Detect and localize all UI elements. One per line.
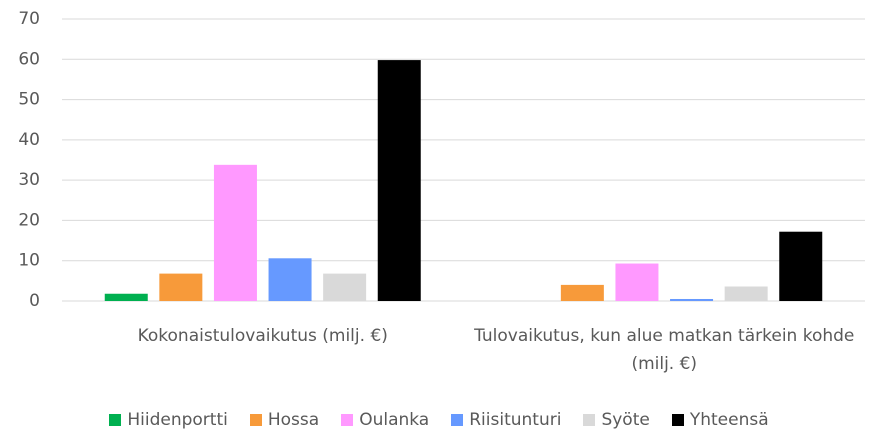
bar: [615, 263, 659, 301]
legend-item: Hiidenportti: [109, 410, 228, 430]
bar: [377, 60, 421, 301]
bar: [724, 286, 768, 301]
legend-label: Riisitunturi: [469, 410, 562, 430]
legend-item: Riisitunturi: [451, 410, 561, 430]
y-tick-label: 70: [18, 9, 40, 29]
y-tick-label: 10: [18, 251, 40, 271]
legend-label: Hossa: [267, 410, 320, 430]
x-tick-label: Tulovaikutus, kun alue matkan tärkein ko…: [474, 326, 855, 374]
bar: [104, 293, 148, 301]
bar: [268, 258, 312, 301]
bar: [670, 298, 714, 301]
bar: [213, 164, 257, 301]
y-tick-label: 60: [18, 49, 40, 69]
legend-label: Yhteensä: [689, 410, 769, 430]
legend-label: Oulanka: [359, 410, 430, 430]
y-tick-label: 30: [18, 170, 40, 190]
y-tick-label: 50: [18, 90, 40, 110]
bar: [779, 231, 823, 301]
legend-item: Oulanka: [341, 410, 429, 430]
y-tick-label: 20: [18, 210, 40, 230]
legend-swatch: [451, 414, 464, 426]
bar: [560, 284, 604, 301]
bar: [159, 273, 203, 301]
y-tick-label: 0: [29, 291, 40, 311]
legend-swatch: [341, 414, 354, 426]
legend-swatch: [583, 414, 596, 426]
y-tick-label: 40: [18, 130, 40, 150]
legend-label: Hiidenportti: [127, 410, 228, 430]
legend-swatch: [249, 414, 262, 426]
legend-item: Yhteensä: [671, 410, 769, 430]
legend-label: Syöte: [601, 410, 650, 430]
legend-swatch: [671, 414, 684, 426]
legend: Hiidenportti Hossa Oulanka Riisitunturi Syöt…: [0, 410, 878, 430]
legend-swatch: [109, 414, 122, 426]
legend-item: Syöte: [583, 410, 650, 430]
bar: [323, 273, 367, 301]
x-tick-label: Kokonaistulovaikutus (milj. €): [137, 326, 388, 346]
legend-item: Hossa: [249, 410, 320, 430]
